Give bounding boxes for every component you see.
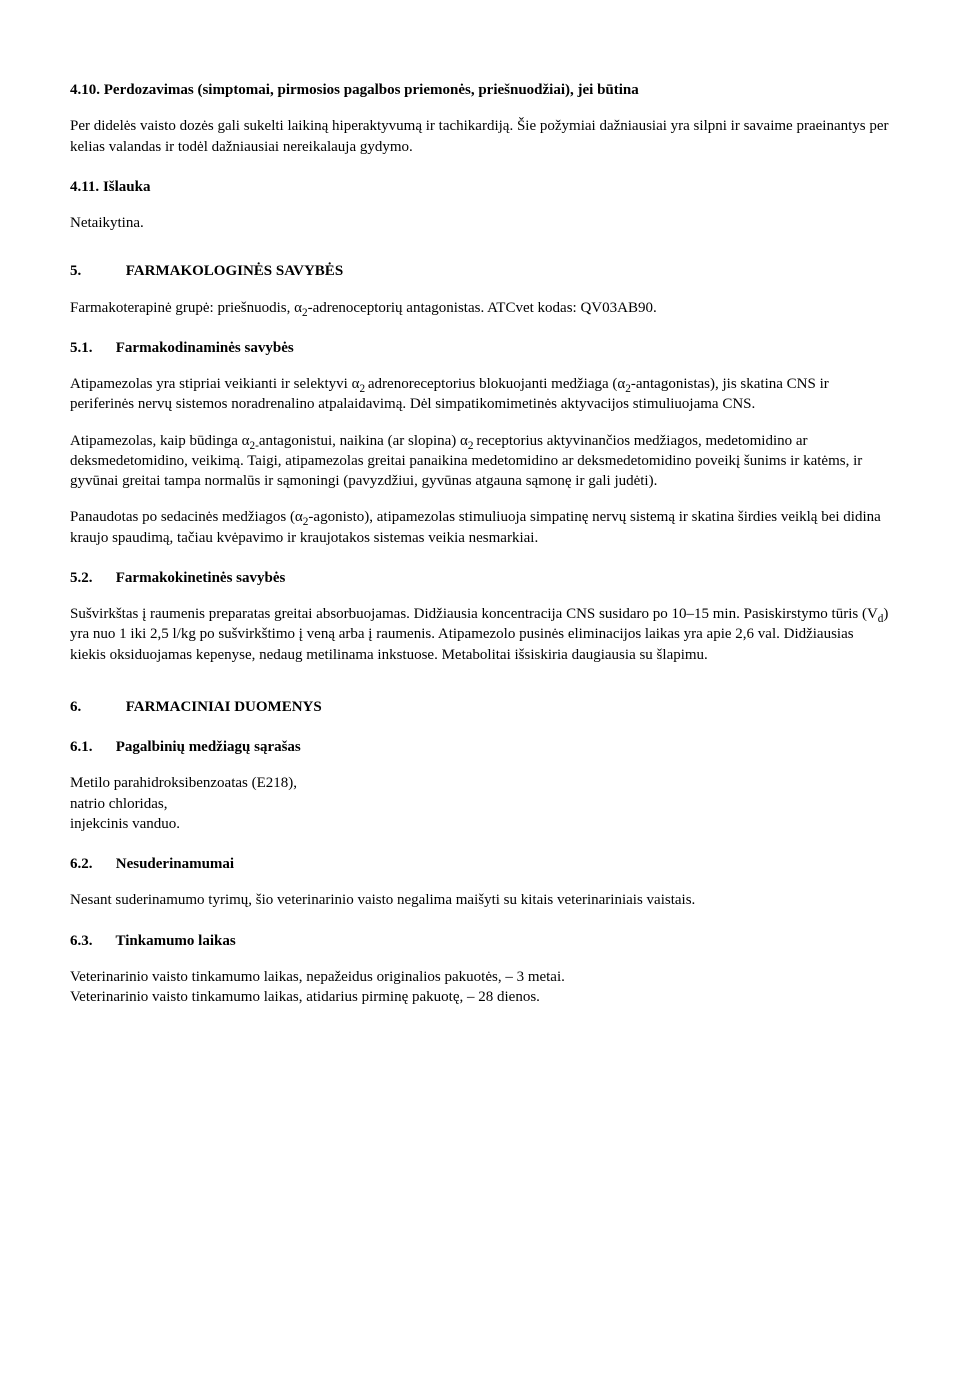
heading-num: 6. (70, 697, 122, 717)
heading-title: FARMAKOLOGINĖS SAVYBĖS (126, 263, 343, 279)
heading-num: 4.11. (70, 179, 99, 195)
heading-6-2: 6.2. Nesuderinamumai (70, 854, 890, 874)
heading-num: 5. (70, 261, 122, 281)
para-6-3-2: Veterinarinio vaisto tinkamumo laikas, a… (70, 987, 890, 1007)
heading-5-1: 5.1. Farmakodinaminės savybės (70, 338, 890, 358)
heading-num: 6.3. (70, 931, 112, 951)
text: Sušvirkštas į raumenis preparatas greita… (70, 606, 878, 622)
text: Farmakoterapinė grupė: priešnuodis, α (70, 300, 302, 316)
para-4-11-1: Netaikytina. (70, 213, 890, 233)
heading-title: Išlauka (103, 179, 151, 195)
heading-num: 5.2. (70, 568, 112, 588)
heading-4-11: 4.11. Išlauka (70, 177, 890, 197)
heading-title: Perdozavimas (simptomai, pirmosios pagal… (104, 82, 639, 98)
para-5-1-1: Atipamezolas yra stipriai veikianti ir s… (70, 374, 890, 415)
heading-num: 6.2. (70, 854, 112, 874)
para-5-1-3: Panaudotas po sedacinės medžiagos (α2-ag… (70, 507, 890, 548)
list-line-2: natrio chloridas, (70, 794, 890, 814)
heading-title: Farmakokinetinės savybės (116, 570, 286, 586)
list-line-1: Metilo parahidroksibenzoatas (E218), (70, 773, 890, 793)
heading-6-3: 6.3. Tinkamumo laikas (70, 931, 890, 951)
para-6-2-1: Nesant suderinamumo tyrimų, šio veterina… (70, 890, 890, 910)
subscript: 2- (249, 440, 258, 452)
text: antagonistui, naikina (ar slopina) α (259, 433, 468, 449)
heading-title: Pagalbinių medžiagų sąrašas (116, 739, 301, 755)
heading-4-10: 4.10. Perdozavimas (simptomai, pirmosios… (70, 80, 890, 100)
heading-title: Farmakodinaminės savybės (116, 340, 294, 356)
heading-num: 5.1. (70, 338, 112, 358)
heading-6-1: 6.1. Pagalbinių medžiagų sąrašas (70, 737, 890, 757)
heading-5-2: 5.2. Farmakokinetinės savybės (70, 568, 890, 588)
list-line-3: injekcinis vanduo. (70, 814, 890, 834)
heading-6: 6. FARMACINIAI DUOMENYS (70, 697, 890, 717)
heading-title: FARMACINIAI DUOMENYS (126, 699, 322, 715)
text: -adrenoceptorių antagonistas. ATCvet kod… (308, 300, 657, 316)
heading-num: 6.1. (70, 737, 112, 757)
text: adrenoreceptorius blokuojanti medžiaga (… (368, 376, 625, 392)
heading-title: Tinkamumo laikas (115, 933, 235, 949)
subscript: 2 (359, 383, 367, 395)
text: Atipamezolas yra stipriai veikianti ir s… (70, 376, 359, 392)
heading-title: Nesuderinamumai (116, 856, 234, 872)
para-4-10-1: Per didelės vaisto dozės gali sukelti la… (70, 116, 890, 157)
text: Atipamezolas, kaip būdinga α (70, 433, 249, 449)
para-5-intro: Farmakoterapinė grupė: priešnuodis, α2-a… (70, 298, 890, 318)
heading-num: 4.10. (70, 82, 100, 98)
text: Panaudotas po sedacinės medžiagos (α (70, 509, 303, 525)
para-5-1-2: Atipamezolas, kaip būdinga α2-antagonist… (70, 431, 890, 492)
para-6-3-1: Veterinarinio vaisto tinkamumo laikas, n… (70, 967, 890, 987)
para-5-2-1: Sušvirkštas į raumenis preparatas greita… (70, 604, 890, 665)
heading-5: 5. FARMAKOLOGINĖS SAVYBĖS (70, 261, 890, 281)
